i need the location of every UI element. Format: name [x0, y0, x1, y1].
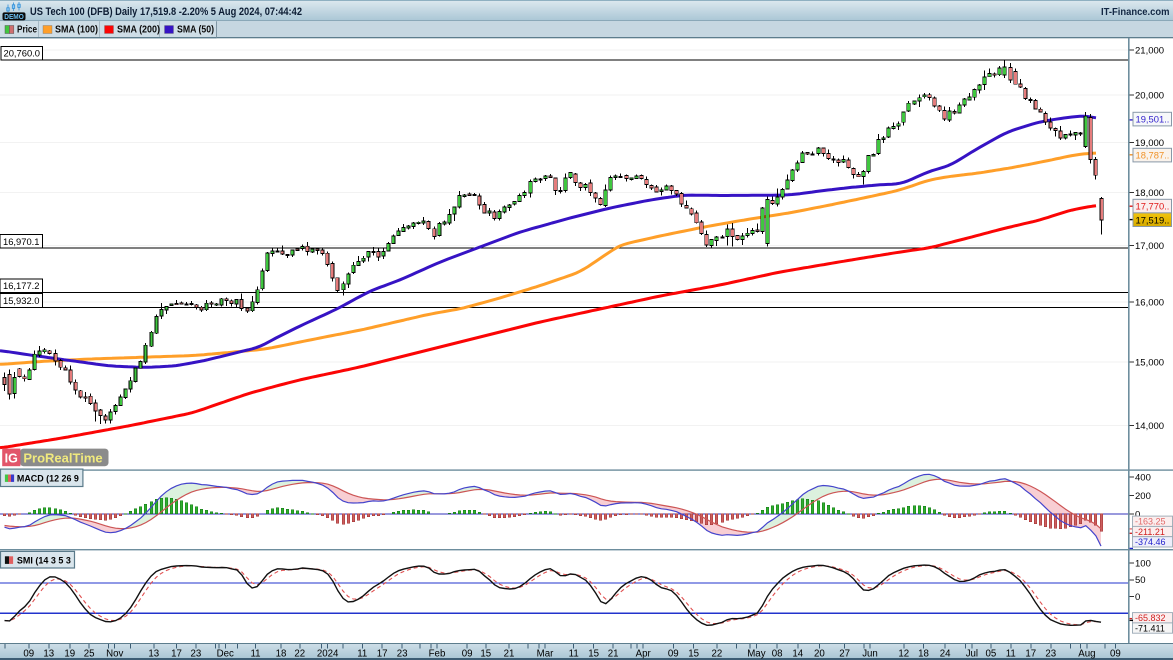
svg-text:21: 21: [504, 648, 515, 659]
svg-text:18: 18: [918, 648, 929, 659]
svg-text:23: 23: [1045, 648, 1056, 659]
svg-text:SMA (100): SMA (100): [55, 25, 98, 36]
svg-text:Mar: Mar: [537, 648, 554, 659]
svg-text:50: 50: [1135, 575, 1146, 586]
svg-text:0: 0: [1135, 592, 1140, 603]
svg-text:21: 21: [608, 648, 619, 659]
svg-text:11: 11: [1006, 648, 1016, 659]
svg-text:-71.411: -71.411: [1135, 623, 1165, 633]
svg-text:18: 18: [276, 648, 287, 659]
svg-text:DEMO: DEMO: [4, 14, 24, 21]
svg-text:24: 24: [940, 648, 951, 659]
svg-text:12: 12: [898, 648, 909, 659]
svg-text:20,760.0: 20,760.0: [4, 48, 41, 59]
svg-text:20,000: 20,000: [1135, 91, 1164, 102]
svg-text:Jul: Jul: [966, 648, 978, 659]
svg-text:22: 22: [712, 648, 723, 659]
svg-text:19,000: 19,000: [1135, 138, 1164, 149]
svg-text:05: 05: [986, 648, 997, 659]
svg-text:Dec: Dec: [217, 648, 234, 659]
svg-text:15: 15: [480, 648, 491, 659]
svg-text:Price: Price: [17, 25, 37, 36]
svg-text:17: 17: [171, 648, 182, 659]
svg-text:IT-Finance.com: IT-Finance.com: [1101, 6, 1170, 18]
svg-text:14: 14: [792, 648, 803, 659]
svg-text:100: 100: [1135, 559, 1151, 570]
svg-text:20: 20: [814, 648, 825, 659]
svg-text:13: 13: [43, 648, 54, 659]
svg-text:Apr: Apr: [636, 648, 652, 659]
svg-text:23: 23: [191, 648, 202, 659]
svg-text:14,000: 14,000: [1135, 421, 1164, 432]
svg-text:SMA (200): SMA (200): [117, 25, 160, 36]
svg-text:IG: IG: [5, 452, 18, 466]
svg-text:15: 15: [588, 648, 599, 659]
svg-text:15,000: 15,000: [1135, 357, 1164, 368]
svg-text:Aug: Aug: [1078, 648, 1095, 659]
svg-text:-374.46: -374.46: [1135, 537, 1166, 547]
svg-text:400: 400: [1135, 472, 1151, 483]
svg-text:-163.25: -163.25: [1135, 517, 1166, 527]
svg-text:US Tech 100 (DFB) Daily 17,519: US Tech 100 (DFB) Daily 17,519.8 -2.20% …: [30, 6, 302, 18]
svg-text:ProRealTime: ProRealTime: [23, 450, 102, 465]
svg-text:MACD (12 26 9: MACD (12 26 9: [17, 473, 79, 484]
svg-text:200: 200: [1135, 491, 1151, 502]
svg-text:SMI (14 3 5 3: SMI (14 3 5 3: [17, 555, 71, 566]
svg-text:17: 17: [377, 648, 388, 659]
svg-text:11: 11: [250, 648, 260, 659]
svg-text:Nov: Nov: [106, 648, 123, 659]
svg-text:May: May: [747, 648, 765, 659]
svg-text:27: 27: [839, 648, 850, 659]
svg-text:11: 11: [357, 648, 367, 659]
svg-text:18,787..: 18,787..: [1136, 150, 1170, 161]
svg-text:17,000: 17,000: [1135, 241, 1164, 252]
svg-text:08: 08: [772, 648, 783, 659]
svg-text:25: 25: [84, 648, 95, 659]
svg-text:Feb: Feb: [429, 648, 446, 659]
svg-text:09: 09: [462, 648, 473, 659]
svg-text:17: 17: [1025, 648, 1036, 659]
svg-text:11: 11: [569, 648, 579, 659]
svg-text:-211.21: -211.21: [1135, 527, 1165, 537]
svg-text:09: 09: [23, 648, 34, 659]
svg-text:SMA (50): SMA (50): [177, 25, 214, 36]
svg-text:17,519..: 17,519..: [1136, 214, 1170, 225]
svg-text:16,970.1: 16,970.1: [3, 236, 40, 247]
svg-text:09: 09: [1110, 648, 1121, 659]
svg-text:2024: 2024: [317, 648, 339, 659]
svg-text:18,000: 18,000: [1135, 188, 1164, 199]
svg-text:15,932.0: 15,932.0: [3, 295, 40, 306]
svg-text:0: 0: [1135, 509, 1140, 520]
svg-text:Jun: Jun: [862, 648, 878, 659]
svg-text:16,177.2: 16,177.2: [3, 280, 40, 291]
svg-text:15: 15: [688, 648, 699, 659]
svg-text:16,000: 16,000: [1135, 297, 1164, 308]
svg-text:17,770..: 17,770..: [1136, 201, 1170, 212]
svg-text:23: 23: [397, 648, 408, 659]
svg-text:13: 13: [148, 648, 159, 659]
svg-text:19: 19: [64, 648, 75, 659]
svg-text:09: 09: [668, 648, 679, 659]
svg-text:-65.832: -65.832: [1135, 613, 1166, 623]
svg-text:19,501..: 19,501..: [1136, 114, 1170, 125]
svg-text:21,000: 21,000: [1135, 45, 1164, 56]
svg-text:22: 22: [294, 648, 305, 659]
